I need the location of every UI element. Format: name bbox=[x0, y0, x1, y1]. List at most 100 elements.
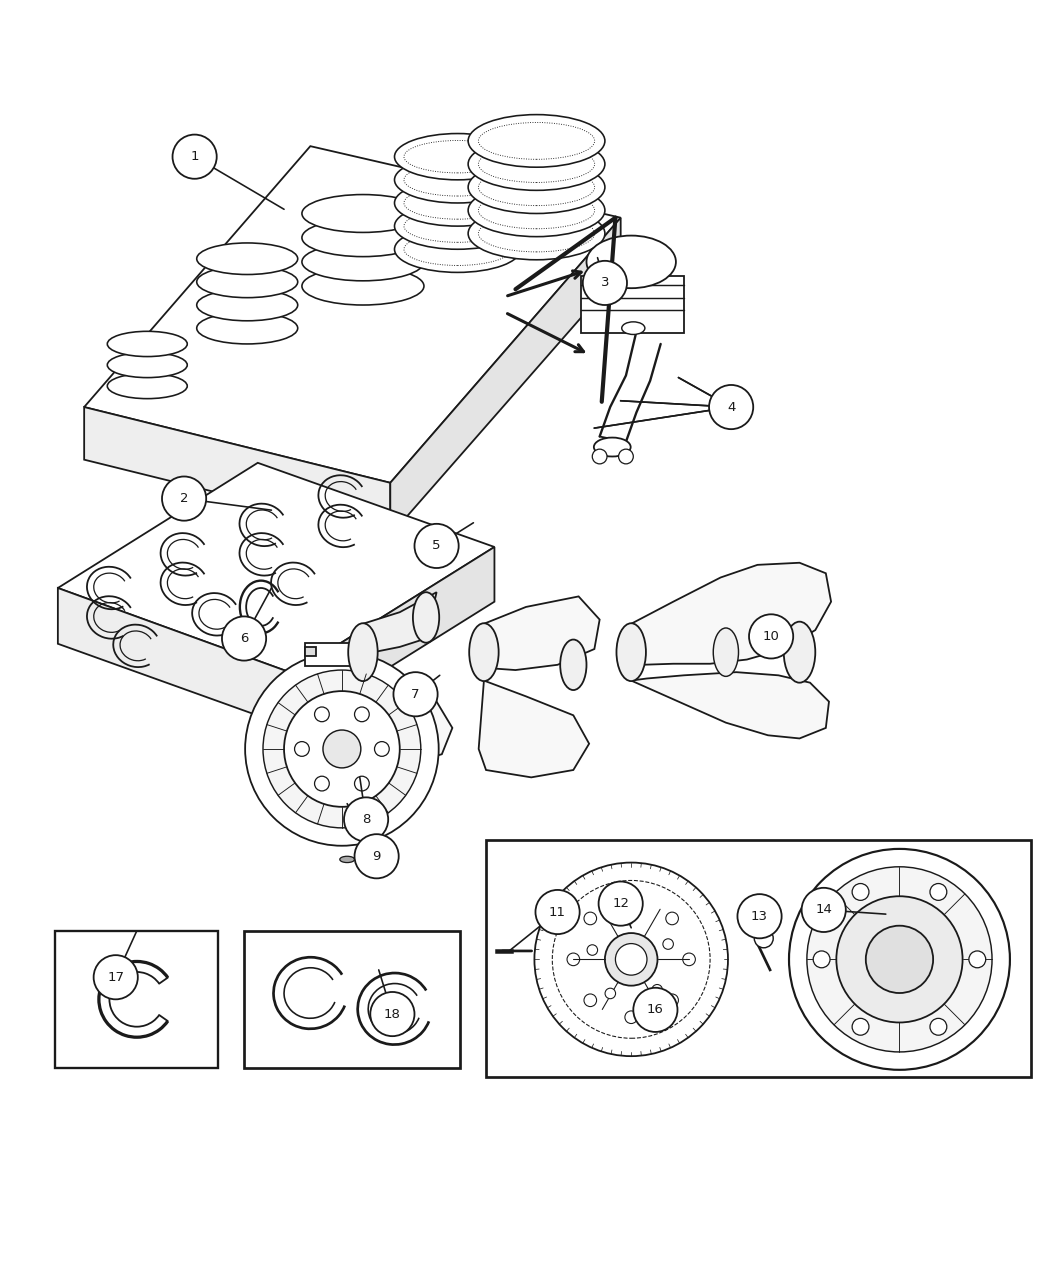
Ellipse shape bbox=[197, 313, 298, 344]
Ellipse shape bbox=[302, 218, 424, 257]
Ellipse shape bbox=[713, 628, 739, 677]
Text: 17: 17 bbox=[107, 971, 124, 983]
Text: 8: 8 bbox=[362, 813, 370, 826]
Polygon shape bbox=[292, 547, 494, 728]
Text: 9: 9 bbox=[372, 849, 381, 863]
Circle shape bbox=[625, 895, 638, 908]
Ellipse shape bbox=[468, 184, 605, 236]
Ellipse shape bbox=[302, 194, 424, 232]
Text: 14: 14 bbox=[815, 903, 832, 917]
Circle shape bbox=[355, 776, 369, 790]
Ellipse shape bbox=[394, 226, 521, 272]
Circle shape bbox=[162, 476, 206, 521]
Polygon shape bbox=[479, 681, 589, 778]
Circle shape bbox=[683, 953, 695, 965]
Ellipse shape bbox=[348, 623, 378, 681]
Text: 12: 12 bbox=[612, 898, 629, 911]
Ellipse shape bbox=[107, 331, 187, 356]
Circle shape bbox=[243, 618, 258, 633]
Text: 16: 16 bbox=[647, 1004, 664, 1016]
FancyArrow shape bbox=[305, 642, 352, 665]
Circle shape bbox=[587, 945, 598, 955]
Ellipse shape bbox=[469, 623, 499, 681]
Circle shape bbox=[584, 994, 596, 1006]
Circle shape bbox=[584, 912, 596, 925]
Ellipse shape bbox=[593, 438, 630, 456]
Ellipse shape bbox=[394, 180, 521, 226]
Ellipse shape bbox=[302, 267, 424, 305]
Circle shape bbox=[315, 707, 329, 722]
Circle shape bbox=[393, 672, 438, 716]
Circle shape bbox=[344, 797, 388, 842]
Ellipse shape bbox=[468, 207, 605, 259]
Polygon shape bbox=[305, 647, 316, 656]
Circle shape bbox=[535, 890, 580, 933]
Circle shape bbox=[749, 614, 793, 659]
Circle shape bbox=[633, 988, 677, 1032]
Ellipse shape bbox=[107, 352, 187, 378]
Circle shape bbox=[222, 617, 266, 660]
Circle shape bbox=[592, 450, 607, 464]
Polygon shape bbox=[631, 672, 829, 738]
Polygon shape bbox=[363, 593, 437, 653]
Circle shape bbox=[567, 953, 580, 965]
Circle shape bbox=[94, 955, 138, 1000]
Circle shape bbox=[852, 1018, 869, 1036]
Ellipse shape bbox=[468, 115, 605, 167]
Text: 5: 5 bbox=[432, 539, 441, 553]
Circle shape bbox=[663, 939, 673, 949]
Circle shape bbox=[789, 849, 1010, 1070]
Circle shape bbox=[969, 951, 986, 968]
Ellipse shape bbox=[622, 322, 645, 335]
Ellipse shape bbox=[340, 857, 355, 862]
Ellipse shape bbox=[197, 243, 298, 275]
Circle shape bbox=[852, 884, 869, 900]
Ellipse shape bbox=[394, 134, 521, 180]
Circle shape bbox=[355, 707, 369, 722]
Circle shape bbox=[802, 888, 846, 932]
Polygon shape bbox=[58, 587, 292, 728]
Circle shape bbox=[355, 834, 399, 879]
Bar bbox=[486, 840, 1031, 1078]
Circle shape bbox=[813, 951, 830, 968]
Polygon shape bbox=[58, 462, 494, 673]
Ellipse shape bbox=[468, 138, 605, 190]
Polygon shape bbox=[352, 681, 452, 767]
Circle shape bbox=[930, 884, 947, 900]
Circle shape bbox=[615, 944, 647, 976]
Circle shape bbox=[284, 691, 400, 807]
Text: 7: 7 bbox=[411, 688, 420, 701]
Circle shape bbox=[619, 450, 633, 464]
Circle shape bbox=[807, 867, 992, 1052]
Circle shape bbox=[173, 134, 217, 179]
Ellipse shape bbox=[784, 622, 815, 683]
Circle shape bbox=[295, 742, 309, 756]
Text: 18: 18 bbox=[384, 1008, 401, 1020]
Circle shape bbox=[599, 881, 643, 926]
Circle shape bbox=[623, 914, 633, 925]
Circle shape bbox=[652, 985, 663, 995]
Circle shape bbox=[709, 384, 753, 429]
Ellipse shape bbox=[561, 640, 587, 690]
Polygon shape bbox=[84, 407, 390, 535]
Circle shape bbox=[625, 1011, 638, 1024]
Circle shape bbox=[534, 862, 728, 1056]
Circle shape bbox=[583, 261, 627, 305]
Circle shape bbox=[666, 912, 679, 925]
Circle shape bbox=[323, 730, 361, 767]
Ellipse shape bbox=[412, 593, 440, 642]
Circle shape bbox=[605, 933, 658, 986]
Circle shape bbox=[315, 776, 329, 790]
Ellipse shape bbox=[394, 203, 521, 249]
Text: 10: 10 bbox=[763, 630, 780, 642]
Text: 4: 4 bbox=[727, 401, 735, 414]
Text: 1: 1 bbox=[190, 151, 199, 163]
Circle shape bbox=[370, 992, 414, 1036]
Bar bbox=[55, 931, 218, 1068]
Ellipse shape bbox=[616, 623, 646, 681]
Circle shape bbox=[605, 988, 615, 999]
Text: 13: 13 bbox=[751, 909, 768, 923]
Text: 2: 2 bbox=[180, 492, 188, 506]
Circle shape bbox=[666, 994, 679, 1006]
Text: 6: 6 bbox=[240, 632, 248, 645]
